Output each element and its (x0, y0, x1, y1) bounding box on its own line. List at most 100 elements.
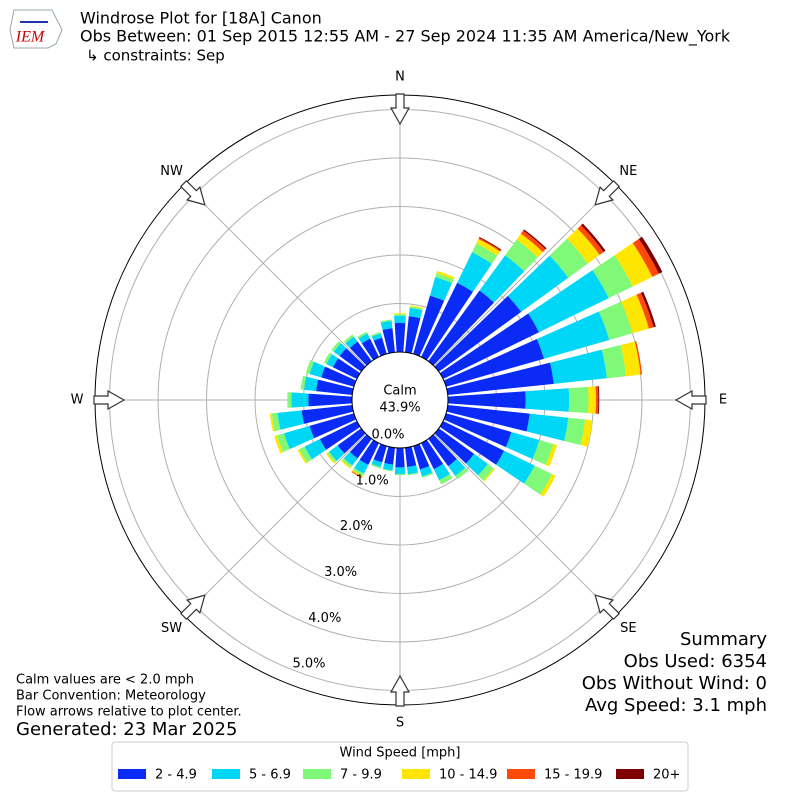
bar-segment (393, 313, 407, 315)
bar-segment (291, 392, 309, 408)
bar-segment (421, 472, 433, 478)
bar-segment (394, 474, 406, 476)
bar-segment (568, 386, 589, 414)
bar-segment (439, 313, 540, 379)
bar-segment (580, 419, 593, 447)
bar-segment (507, 255, 569, 312)
bar-segment (476, 239, 501, 256)
bar-segment (520, 230, 546, 253)
bar-segment (621, 294, 649, 334)
bar-segment (478, 463, 494, 481)
constraints: ↳ constraints: Sep (86, 47, 225, 65)
legend-swatch (303, 769, 331, 779)
bar-segment (283, 425, 315, 450)
bar-segment (465, 453, 488, 476)
bar-segment (304, 376, 319, 392)
bar-segment (601, 344, 627, 379)
bar-segment (316, 379, 354, 395)
logo: IEM (9, 9, 63, 49)
bar-segment (333, 343, 347, 357)
bar-segment (421, 282, 473, 361)
bar-segment (421, 439, 444, 470)
bar-segment (341, 459, 351, 469)
bar-segment (304, 439, 327, 460)
r-tick-label: 3.0% (324, 565, 357, 580)
bar-segment (352, 467, 365, 476)
flow-arrow (179, 179, 206, 206)
legend-swatch (402, 769, 430, 779)
bar-segment (305, 360, 315, 375)
bar-segment (373, 443, 387, 463)
bar-segment (598, 301, 633, 340)
bar-segment (332, 358, 361, 379)
summary-line: Obs Used: 6354 (624, 651, 767, 672)
flow-arrow (594, 179, 621, 206)
bar-segment (413, 443, 430, 470)
bar-segment (405, 446, 417, 468)
bar-segment (343, 451, 358, 466)
bar-segment (277, 410, 305, 430)
bar-segment (299, 446, 312, 463)
bar-segment (359, 439, 379, 465)
bar-segment (428, 434, 457, 467)
bar-segment (349, 434, 372, 459)
bar-segment (550, 349, 607, 384)
bar-segment (429, 276, 453, 301)
bar-segment (577, 225, 604, 255)
legend-label: 15 - 19.9 (544, 768, 602, 783)
spoke (183, 433, 367, 617)
bar-segment (325, 453, 336, 464)
bar-segment (597, 386, 600, 414)
bar-segment (588, 386, 596, 414)
calm-value: 43.9% (379, 401, 420, 416)
legend-swatch (212, 769, 240, 779)
bar-segment (592, 255, 633, 299)
bar-segment (331, 341, 342, 352)
flow-arrow (594, 594, 621, 621)
legend-title: Wind Speed [mph] (340, 746, 461, 761)
bar-segment (505, 239, 538, 272)
r-tick-label: 5.0% (293, 657, 326, 672)
bar-segment (309, 361, 326, 378)
bar-segment (413, 295, 445, 357)
direction-label: W (71, 393, 84, 408)
bar-segment (328, 445, 345, 461)
bar-segment (394, 467, 406, 475)
bar-segment (349, 341, 372, 366)
bar-segment (457, 252, 492, 292)
bar-segment (524, 465, 553, 495)
bar-segment (276, 433, 290, 453)
legend-swatch (616, 769, 644, 779)
generated: Generated: 23 Mar 2025 (16, 719, 237, 740)
bar-segment (371, 463, 381, 469)
bar-segment (634, 341, 643, 375)
bar-segment (409, 305, 423, 309)
bar-segment (479, 237, 502, 251)
bar-segment (595, 386, 599, 414)
bar-segment (549, 238, 588, 278)
bar-segment (395, 447, 405, 468)
bar-segment (409, 306, 423, 311)
bar-segment (496, 450, 535, 484)
bar-segment (545, 443, 558, 467)
bar-segment (301, 405, 354, 424)
bar-segment (319, 421, 361, 450)
bar-segment (528, 270, 609, 333)
bar-segment (380, 320, 393, 330)
bar-segment (581, 223, 606, 253)
bar-segment (439, 473, 453, 485)
bar-segment (297, 449, 308, 464)
bar-segment (428, 290, 494, 366)
bar-segment (540, 474, 556, 497)
bar-segment (380, 319, 392, 323)
bar-segment (434, 428, 475, 464)
bar-segment (352, 469, 364, 478)
bar-segment (354, 459, 369, 474)
bar-segment (483, 468, 495, 482)
chart-subtitle: Obs Between: 01 Sep 2015 12:55 AM - 27 S… (80, 27, 731, 47)
bar-segment (271, 412, 281, 432)
bar-segment (358, 333, 371, 344)
bar-segment (455, 467, 469, 480)
